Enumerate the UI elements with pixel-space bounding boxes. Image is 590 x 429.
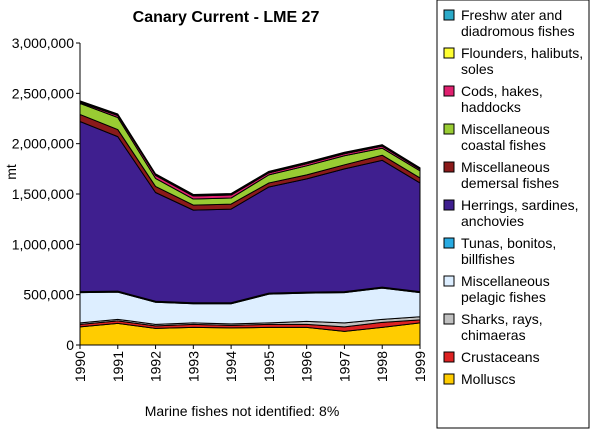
legend-swatch-flounders — [443, 47, 455, 59]
legend-label-coastal: coastal fishes — [461, 137, 546, 153]
legend-label-crustaceans: Crustaceans — [461, 349, 540, 365]
legend-label-herrings: anchovies — [461, 213, 524, 229]
legend-label-cods: haddocks — [461, 99, 521, 115]
legend-swatch-demersal — [443, 161, 455, 173]
legend-label-pelagic: pelagic fishes — [461, 289, 546, 305]
legend-label-molluscs: Molluscs — [461, 371, 515, 387]
legend-label-herrings: Herrings, sardines, — [461, 197, 579, 213]
legend-label-tunas: billfishes — [461, 251, 515, 267]
plot-area — [79, 100, 421, 346]
y-tick-label: 2,000,000 — [12, 136, 74, 152]
legend-swatch-cods — [443, 85, 455, 97]
y-tick-label: 0 — [66, 337, 74, 353]
y-tick-label: 3,000,000 — [12, 35, 74, 51]
x-tick-label: 1991 — [110, 351, 126, 382]
legend-label-pelagic: Miscellaneous — [461, 273, 550, 289]
x-tick-label: 1997 — [336, 351, 352, 382]
legend-label-tunas: Tunas, bonitos, — [461, 235, 556, 251]
x-tick-label: 1995 — [261, 351, 277, 382]
legend-swatch-tunas — [443, 237, 455, 249]
legend-swatch-crustaceans — [443, 351, 455, 363]
y-tick-label: 1,000,000 — [12, 236, 74, 252]
legend-label-sharks: chimaeras — [461, 327, 526, 343]
x-tick-label: 1994 — [223, 351, 239, 382]
legend-swatch-fresh — [443, 9, 455, 21]
x-tick-label: 1992 — [148, 351, 164, 382]
y-tick-label: 500,000 — [23, 287, 74, 303]
area-series-10 — [79, 100, 421, 196]
legend-label-demersal: demersal fishes — [461, 175, 559, 191]
legend-label-fresh: Freshw ater and — [461, 7, 562, 23]
chart-title: Canary Current - LME 27 — [133, 9, 320, 26]
y-tick-label: 1,500,000 — [12, 186, 74, 202]
legend-label-demersal: Miscellaneous — [461, 159, 550, 175]
legend-swatch-herrings — [443, 199, 455, 211]
x-tick-label: 1990 — [72, 351, 88, 382]
legend-label-flounders: soles — [461, 61, 494, 77]
x-tick-label: 1999 — [412, 351, 428, 382]
x-tick-label: 1996 — [299, 351, 315, 382]
legend-swatch-molluscs — [443, 373, 455, 385]
y-axis-label: mt — [3, 164, 19, 180]
axes: 0 500,000 1,000,000 1,500,000 2,000,000 2,500… — [12, 35, 428, 382]
legend-box — [436, 0, 590, 429]
legend-label-sharks: Sharks, rays, — [461, 311, 543, 327]
legend-label-flounders: Flounders, halibuts, — [461, 45, 583, 61]
chart-note: Marine fishes not identified: 8% — [145, 403, 340, 419]
legend-swatch-coastal — [443, 123, 455, 135]
legend-label-cods: Cods, hakes, — [461, 83, 543, 99]
x-tick-label: 1998 — [374, 351, 390, 382]
legend-swatch-pelagic — [443, 275, 455, 287]
legend-label-coastal: Miscellaneous — [461, 121, 550, 137]
y-tick-label: 2,500,000 — [12, 85, 74, 101]
legend-label-fresh: diadromous fishes — [461, 23, 575, 39]
legend-swatch-sharks — [443, 313, 455, 325]
x-tick-label: 1993 — [185, 351, 201, 382]
